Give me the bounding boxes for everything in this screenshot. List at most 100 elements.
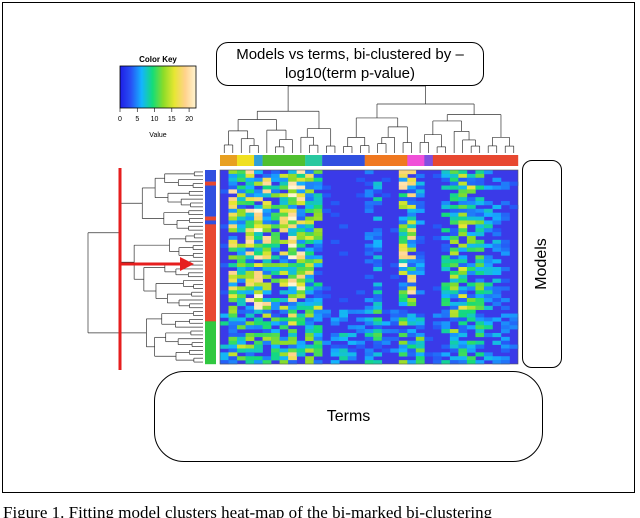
heatmap-cell	[254, 267, 263, 272]
heatmap-cell	[288, 356, 297, 361]
heatmap-cell	[458, 270, 468, 276]
heatmap-cell	[432, 224, 442, 229]
heatmap-cell	[228, 278, 238, 283]
heatmap-cell	[288, 286, 297, 291]
heatmap-cells	[219, 169, 519, 365]
title-line-2: log10(term p-value)	[284, 65, 416, 82]
column-cluster-segment	[407, 155, 425, 166]
heatmap-cell	[279, 352, 289, 357]
heatmap-cell	[296, 278, 306, 283]
heatmap-cell	[262, 239, 272, 245]
heatmap-cell	[262, 208, 272, 213]
heatmap-cell	[313, 181, 323, 186]
heatmap-cell	[458, 263, 468, 268]
heatmap-cell	[271, 177, 280, 182]
heatmap-cell	[483, 317, 493, 322]
heatmap-cell	[475, 290, 485, 295]
heatmap-cell	[305, 321, 314, 326]
heatmap-cell	[483, 263, 493, 268]
heatmap-cell	[262, 251, 272, 256]
heatmap-cell	[262, 204, 272, 210]
heatmap-cell	[254, 270, 263, 276]
heatmap-cell	[458, 212, 468, 217]
heatmap-cell	[279, 305, 289, 310]
heatmap-cell	[449, 336, 459, 342]
heatmap-cell	[415, 352, 425, 357]
heatmap-cell	[449, 208, 459, 213]
heatmap-cell	[330, 212, 340, 217]
heatmap-cell	[364, 305, 374, 310]
heatmap-cell	[305, 170, 314, 175]
heatmap-cell	[305, 348, 314, 353]
heatmap-cell	[398, 344, 408, 349]
heatmap-cell	[398, 294, 408, 299]
heatmap-cell	[279, 197, 289, 202]
heatmap-cell	[500, 267, 510, 272]
heatmap-cell	[458, 193, 468, 198]
heatmap-cell	[305, 220, 314, 225]
heatmap-cell	[254, 170, 263, 175]
heatmap-cell	[271, 313, 280, 318]
heatmap-cell	[305, 332, 314, 338]
heatmap-cell	[483, 224, 493, 229]
heatmap-cell	[415, 193, 425, 198]
heatmap-cell	[262, 329, 272, 334]
heatmap-cell	[475, 212, 485, 217]
heatmap-cell	[296, 344, 306, 349]
heatmap-cell	[449, 340, 459, 345]
heatmap-cell	[228, 321, 238, 326]
heatmap-cell	[500, 212, 510, 217]
heatmap-cell	[398, 332, 408, 338]
heatmap-cell	[475, 344, 485, 349]
heatmap-cell	[322, 286, 331, 291]
heatmap-cell	[458, 325, 468, 330]
heatmap-cell	[466, 305, 476, 310]
heatmap-cell	[237, 216, 246, 221]
column-cluster-segment	[254, 155, 263, 166]
heatmap-cell	[279, 267, 289, 272]
heatmap-cell	[364, 189, 374, 194]
heatmap-cell	[237, 336, 246, 342]
heatmap-cell	[271, 216, 280, 221]
column-cluster-segment	[364, 155, 408, 166]
heatmap-cell	[466, 220, 476, 225]
heatmap-cell	[313, 243, 323, 248]
heatmap-cell	[364, 356, 374, 361]
heatmap-cell	[220, 263, 229, 268]
heatmap-cell	[296, 173, 306, 179]
heatmap-cell	[262, 313, 272, 318]
heatmap-cell	[245, 356, 255, 361]
heatmap-cell	[441, 173, 451, 179]
heatmap-cell	[271, 270, 280, 276]
heatmap-cell	[364, 352, 374, 357]
heatmap-cell	[432, 352, 442, 357]
heatmap-cell	[296, 170, 306, 175]
heatmap-cell	[441, 301, 451, 307]
heatmap-cell	[492, 185, 502, 190]
heatmap-cell	[271, 301, 280, 307]
heatmap-cell	[305, 286, 314, 291]
heatmap-cell	[330, 344, 340, 349]
heatmap-cell	[381, 177, 391, 182]
heatmap-cell	[449, 228, 459, 233]
heatmap-cell	[347, 325, 357, 330]
heatmap-cell	[407, 267, 417, 272]
heatmap-cell	[339, 317, 349, 322]
heatmap-cell	[415, 239, 425, 245]
heatmap-cell	[271, 356, 280, 361]
heatmap-cell	[271, 352, 280, 357]
heatmap-cell	[237, 197, 246, 202]
heatmap-cell	[492, 243, 502, 248]
heatmap-cell	[330, 317, 340, 322]
heatmap-cell	[407, 204, 417, 210]
heatmap-cell	[492, 301, 502, 307]
heatmap-cell	[373, 344, 383, 349]
heatmap-cell	[475, 286, 485, 291]
heatmap-cell	[237, 356, 246, 361]
heatmap-cell	[237, 270, 246, 276]
heatmap-cell	[407, 259, 417, 264]
heatmap-cell	[415, 348, 425, 353]
heatmap-cell	[466, 185, 476, 190]
column-cluster-bar	[220, 155, 519, 166]
heatmap-cell	[271, 235, 280, 241]
